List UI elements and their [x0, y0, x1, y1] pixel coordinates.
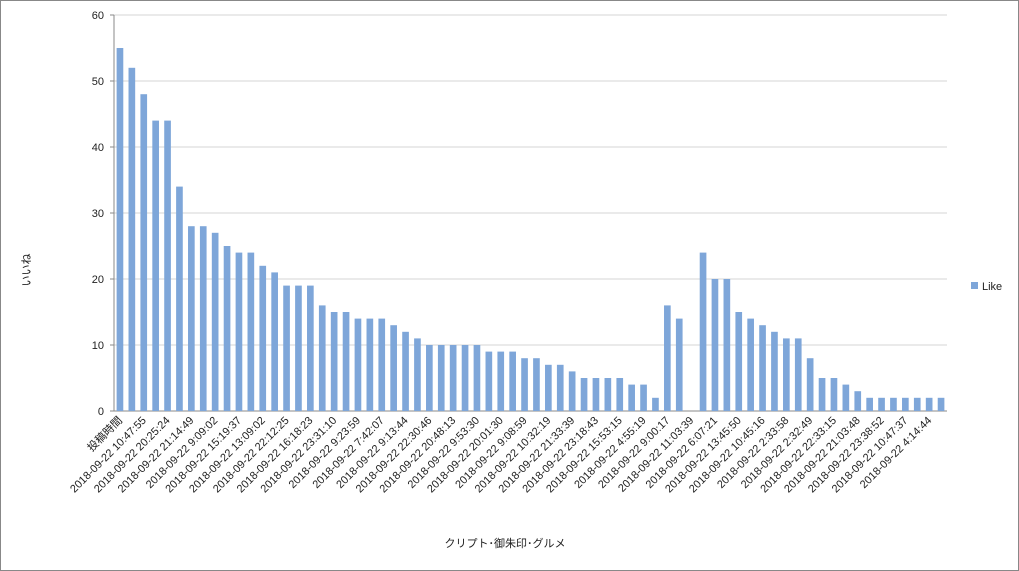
bar: [604, 378, 612, 411]
bar: [925, 397, 933, 411]
bar: [318, 305, 326, 411]
bar: [128, 67, 136, 412]
y-axis-title: いいね: [20, 254, 33, 287]
bar: [842, 384, 850, 411]
bar: [902, 397, 909, 411]
bar: [402, 331, 409, 411]
bar: [556, 364, 564, 411]
bar: [628, 384, 635, 411]
y-tick-label: 60: [92, 10, 104, 22]
bar: [878, 397, 885, 411]
bar: [342, 312, 350, 411]
bar: [854, 391, 862, 411]
y-tick-label: 20: [92, 274, 104, 286]
bar: [223, 246, 231, 411]
bar: [473, 345, 481, 411]
bar: [199, 226, 207, 411]
bar: [533, 358, 540, 411]
bar: [913, 397, 921, 411]
bar: [735, 312, 743, 411]
bar: [818, 378, 826, 411]
bar: [747, 318, 754, 411]
bar: [783, 338, 790, 411]
bar: [378, 318, 386, 411]
bar: [247, 252, 255, 411]
bar: [759, 325, 766, 411]
bar: [449, 345, 457, 411]
bar: [771, 331, 778, 411]
bar: [890, 397, 897, 411]
bar: [652, 397, 659, 411]
bar: [366, 318, 374, 411]
bar: [164, 120, 171, 411]
bar: [545, 364, 552, 411]
y-tick-label: 0: [98, 406, 104, 418]
legend-swatch: [971, 282, 978, 289]
y-tick-label: 30: [92, 208, 104, 220]
bar: [640, 384, 647, 411]
bar: [699, 252, 707, 411]
bar: [437, 345, 445, 411]
bar: [794, 338, 802, 411]
bar: [866, 397, 873, 411]
bar: [116, 48, 124, 411]
bar: [592, 378, 600, 411]
bar: [152, 120, 159, 411]
bar: [330, 312, 338, 411]
bar: [211, 232, 219, 411]
bar: [390, 325, 397, 411]
x-axis-title: クリプト･御朱印･グルメ: [445, 536, 566, 550]
bar: [937, 397, 945, 411]
bar: [497, 351, 505, 411]
bar: [830, 378, 838, 411]
bar: [521, 358, 528, 411]
bar: [414, 338, 421, 411]
bar: [580, 378, 588, 411]
bar: [235, 252, 243, 411]
bar: [188, 226, 195, 411]
bar: [616, 378, 624, 411]
bar: [568, 371, 576, 411]
bar: [664, 305, 671, 411]
bar: [426, 345, 433, 411]
bar: [176, 186, 183, 411]
bar: [283, 285, 290, 411]
y-tick-label: 50: [92, 76, 104, 88]
bar: [711, 279, 719, 411]
bar: [675, 318, 683, 411]
legend-label: Like: [982, 281, 1002, 293]
bar: [509, 351, 516, 411]
bar: [461, 345, 469, 411]
bar: [806, 358, 814, 411]
bar: [271, 272, 278, 411]
bar: [723, 279, 731, 411]
bar: [485, 351, 493, 411]
bar: [295, 285, 302, 411]
bar: [307, 285, 314, 411]
bar: [259, 265, 267, 411]
bar: [140, 94, 148, 411]
bar: [354, 318, 362, 411]
y-tick-label: 40: [92, 142, 104, 154]
y-tick-label: 10: [92, 340, 104, 352]
